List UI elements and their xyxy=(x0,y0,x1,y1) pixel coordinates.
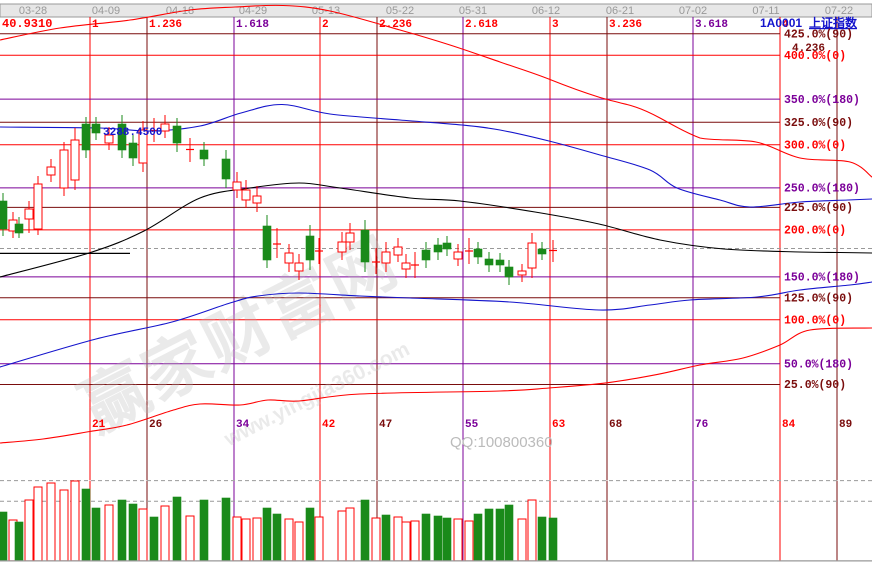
svg-text:1: 1 xyxy=(92,19,99,31)
svg-text:06-21: 06-21 xyxy=(606,5,634,17)
svg-text:50.0%(180): 50.0%(180) xyxy=(784,359,853,372)
svg-text:89: 89 xyxy=(839,419,852,431)
svg-text:84: 84 xyxy=(782,419,796,431)
svg-text:300.0%(0): 300.0%(0) xyxy=(784,140,846,153)
svg-text:07-02: 07-02 xyxy=(679,5,707,17)
svg-text:40.9310: 40.9310 xyxy=(2,17,52,31)
svg-text:68: 68 xyxy=(609,419,623,431)
svg-text:325.0%(90): 325.0%(90) xyxy=(784,117,853,130)
svg-text:06-12: 06-12 xyxy=(532,5,560,17)
svg-text:76: 76 xyxy=(695,419,708,431)
svg-text:25.0%(90): 25.0%(90) xyxy=(784,379,846,392)
svg-text:05-31: 05-31 xyxy=(459,5,487,17)
svg-text:350.0%(180): 350.0%(180) xyxy=(784,94,860,107)
svg-text:3.618: 3.618 xyxy=(695,19,728,31)
svg-text:42: 42 xyxy=(322,419,335,431)
svg-text:250.0%(180): 250.0%(180) xyxy=(784,183,860,196)
svg-text:34: 34 xyxy=(236,419,250,431)
svg-text:04-09: 04-09 xyxy=(92,5,120,17)
svg-text:225.0%(90): 225.0%(90) xyxy=(784,202,853,215)
svg-text:1.236: 1.236 xyxy=(149,19,182,31)
svg-text:100.0%(0): 100.0%(0) xyxy=(784,315,846,328)
svg-text:1.618: 1.618 xyxy=(236,19,269,31)
svg-text:21: 21 xyxy=(92,419,106,431)
svg-text:150.0%(180): 150.0%(180) xyxy=(784,272,860,285)
svg-text:47: 47 xyxy=(379,419,392,431)
svg-text:05-22: 05-22 xyxy=(386,5,414,17)
svg-text:2.236: 2.236 xyxy=(379,19,412,31)
svg-text:63: 63 xyxy=(552,419,566,431)
svg-text:QQ:100800360: QQ:100800360 xyxy=(450,434,553,451)
svg-text:2: 2 xyxy=(322,19,329,31)
svg-text:05-13: 05-13 xyxy=(312,5,340,17)
svg-text:400.0%(0): 400.0%(0) xyxy=(784,50,846,63)
svg-text:3288.4500: 3288.4500 xyxy=(103,127,162,139)
svg-text:03-28: 03-28 xyxy=(19,5,47,17)
svg-text:125.0%(90): 125.0%(90) xyxy=(784,293,853,306)
svg-text:55: 55 xyxy=(465,419,479,431)
svg-text:3.236: 3.236 xyxy=(609,19,642,31)
svg-text:2.618: 2.618 xyxy=(465,19,498,31)
svg-text:425.0%(90): 425.0%(90) xyxy=(784,29,853,42)
svg-text:26: 26 xyxy=(149,419,162,431)
svg-text:3: 3 xyxy=(552,19,559,31)
svg-text:200.0%(0): 200.0%(0) xyxy=(784,225,846,238)
